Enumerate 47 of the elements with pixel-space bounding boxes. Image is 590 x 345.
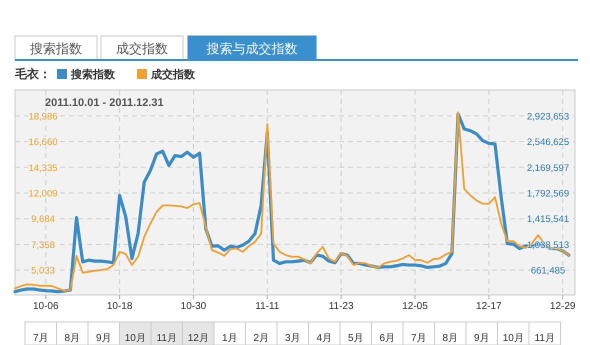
y2-tick-label: 2,923,653 xyxy=(526,111,570,122)
text: 11月 xyxy=(534,333,555,344)
legend-title: 毛衣： xyxy=(14,67,51,81)
text: 6月 xyxy=(379,333,396,344)
x-tick-label: 11-23 xyxy=(328,301,354,312)
text: 成交指数 xyxy=(116,41,168,56)
text: 搜索与成交指数 xyxy=(206,41,298,56)
text: 5月 xyxy=(348,333,364,344)
text: 10月 xyxy=(124,333,146,344)
text: 8月 xyxy=(442,333,458,344)
y-tick-label: 5,033 xyxy=(31,266,55,277)
text: 7月 xyxy=(410,333,427,344)
x-tick-label: 10-30 xyxy=(180,301,207,312)
text: 10月 xyxy=(502,333,524,344)
text: 9月 xyxy=(96,333,112,344)
text: 11月 xyxy=(156,333,177,344)
x-tick-label: 12-29 xyxy=(550,301,576,312)
annotation: 2011.10.01 - 2011.12.31 xyxy=(45,97,164,109)
x-tick-label: 10-18 xyxy=(106,301,133,312)
x-tick-label: 12-05 xyxy=(402,301,428,312)
x-tick-label: 12-17 xyxy=(476,301,502,312)
y2-tick-label: 1,792,569 xyxy=(526,188,570,200)
y2-tick-label: 2,169,597 xyxy=(526,162,570,174)
text: 7月 xyxy=(32,333,49,344)
y-tick-label: 12,009 xyxy=(28,188,58,200)
text: 1月 xyxy=(222,333,238,344)
text: 2月 xyxy=(253,333,270,344)
text: 搜索指数 xyxy=(30,41,82,56)
y-tick-label: 7,358 xyxy=(31,240,55,251)
legend-label: 搜索指数 xyxy=(70,68,116,81)
y-tick-label: 16,660 xyxy=(28,137,58,148)
text: 4月 xyxy=(316,333,332,344)
text: 12月 xyxy=(188,333,209,344)
legend-item: 搜索指数 xyxy=(57,69,115,81)
text: 8月 xyxy=(64,333,80,344)
text: 9月 xyxy=(474,333,490,344)
y-tick-label: 14,335 xyxy=(28,162,58,174)
y2-tick-label: 2,546,625 xyxy=(526,137,570,148)
x-tick-label: 11-11 xyxy=(255,301,280,312)
x-tick-label: 10-06 xyxy=(32,301,59,312)
y-tick-label: 18,986 xyxy=(28,111,58,122)
y2-tick-label: 661,485 xyxy=(530,266,566,277)
text: 3月 xyxy=(284,333,301,344)
y2-tick-label: 1,415,541 xyxy=(526,214,570,226)
legend-label: 成交指数 xyxy=(150,68,196,81)
y-tick-label: 9,684 xyxy=(31,214,55,226)
legend-item: 成交指数 xyxy=(137,69,195,81)
